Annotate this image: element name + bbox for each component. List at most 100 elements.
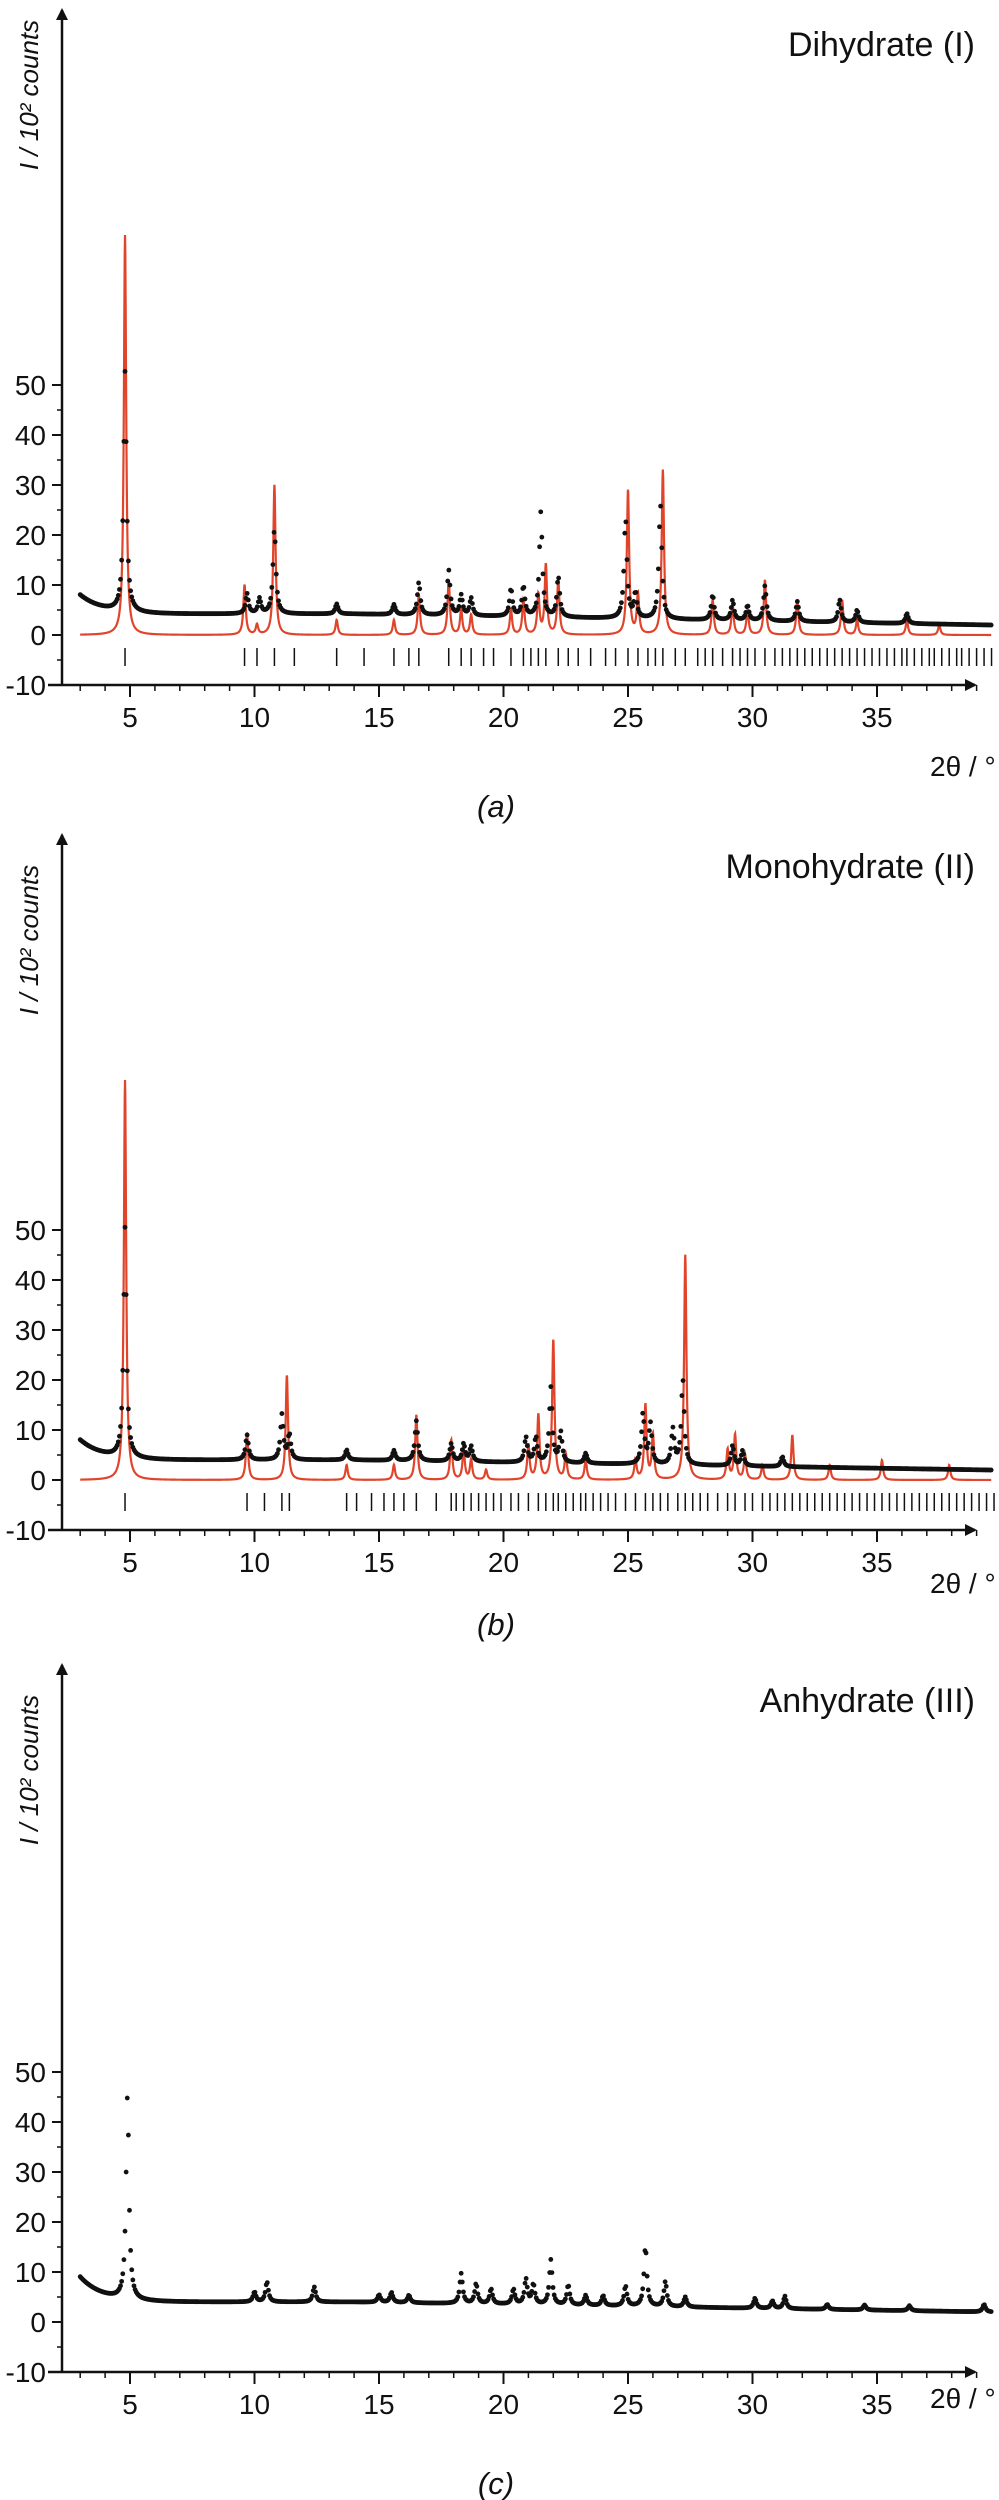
panel-b-observed-point — [242, 1447, 248, 1453]
panel-b-observed-point — [551, 1442, 557, 1448]
panel-b-observed-point — [648, 1419, 653, 1425]
panel-a-observed-point — [732, 608, 737, 614]
panel-a-observed-point — [269, 584, 275, 590]
panel-a-x-tick-label: 20 — [488, 702, 519, 733]
panel-b-observed-point — [127, 1425, 132, 1430]
panel-b-observed-point — [524, 1443, 530, 1449]
panel-c-observed-point — [266, 2287, 271, 2293]
panel-b-observed-point — [281, 1438, 287, 1443]
panel-a-observed-point — [556, 575, 562, 581]
panel-a-y-tick-label: 20 — [15, 520, 46, 551]
panel-c-observed-point — [131, 2283, 137, 2289]
panel-a-observed-point — [731, 601, 736, 607]
panel-c-observed-point — [782, 2293, 788, 2299]
panel-c-observed-point — [662, 2279, 668, 2285]
panel-c-observed-point — [661, 2288, 667, 2294]
panel-b-observed-point — [638, 1444, 643, 1449]
panel-b-observed-point — [545, 1443, 550, 1449]
panel-c-observed-point — [524, 2284, 530, 2290]
panel-a-observed-point — [128, 588, 134, 594]
panel-c-observed-point — [660, 2295, 666, 2301]
panel-b-observed-point — [128, 1435, 134, 1440]
panel-c-y-tick-label: 10 — [15, 2257, 46, 2288]
panel-c-observed-point — [475, 2291, 481, 2297]
panel-b-observed-pattern — [77, 1224, 994, 1473]
panel-a-observed-point — [654, 588, 660, 594]
panel-a-observed-point — [838, 605, 844, 611]
panel-b-observed-point — [667, 1452, 672, 1458]
panel-b-observed-point — [469, 1448, 475, 1454]
panel-b-observed-point — [277, 1439, 283, 1445]
panel-a-observed-point — [413, 601, 419, 607]
panel-a-observed-point — [267, 601, 272, 607]
panel-a-x-tick-label: 35 — [861, 702, 892, 733]
panel-b-x-tick-label: 5 — [122, 1547, 138, 1578]
panel-c-observed-point — [490, 2292, 495, 2298]
panel-a-observed-point — [445, 578, 451, 584]
panel-a-x-tick-label: 5 — [122, 702, 138, 733]
panel-a-observed-point — [662, 602, 668, 608]
panel-a-observed-point — [633, 589, 639, 595]
panel-c-observed-point — [551, 2292, 557, 2298]
panel-c-observed-point — [621, 2293, 627, 2299]
panel-b-observed-point — [636, 1451, 642, 1457]
panel-b-observed-point — [459, 1447, 465, 1453]
panel-a-observed-point — [558, 601, 564, 607]
panel-c-observed-point — [641, 2271, 647, 2277]
panel-b-observed-point — [276, 1447, 281, 1453]
panel-a-observed-point — [469, 601, 475, 606]
panel-b-observed-point — [530, 1451, 536, 1457]
panel-a-observed-point — [418, 598, 424, 604]
panel-a-observed-point — [124, 518, 130, 524]
panel-b-y-tick-label: 40 — [15, 1265, 46, 1296]
panel-b-observed-point — [245, 1440, 251, 1446]
panel-b-observed-point — [549, 1406, 555, 1411]
panel-a-observed-point — [988, 622, 994, 628]
panel-b-observed-point — [129, 1441, 135, 1446]
panel-c-observed-point — [548, 2257, 554, 2262]
panel-a-observed-point — [122, 369, 128, 374]
panel-a-observed-point — [412, 606, 418, 611]
panel-a-observed-point — [276, 598, 281, 604]
panel-b-xlabel: 2θ / ° — [930, 1568, 996, 1599]
panel-a-observed-point — [271, 529, 277, 535]
panel-a-observed-point — [712, 604, 717, 610]
panel-c-x-tick-label: 25 — [612, 2389, 643, 2420]
panel-a-observed-point — [458, 591, 464, 597]
panel-b-observed-point — [446, 1452, 452, 1458]
panel-b-y-tick-label: 20 — [15, 1365, 46, 1396]
panel-a-observed-point — [415, 592, 420, 598]
panel-b-observed-point — [533, 1434, 539, 1440]
panel-a-observed-point — [626, 596, 632, 601]
panel-a-observed-point — [727, 610, 733, 616]
panel-a-y-tick-label: 0 — [30, 620, 46, 651]
panel-c-observed-point — [550, 2285, 556, 2290]
panel-a-observed-point — [456, 604, 462, 609]
panel-b-observed-point — [462, 1443, 467, 1449]
panel-a-observed-point — [551, 606, 557, 612]
panel-c-observed-point — [474, 2283, 480, 2289]
panel-b-observed-point — [413, 1418, 419, 1424]
panel-c-observed-point — [531, 2282, 537, 2288]
panel-c-observed-point — [264, 2280, 270, 2286]
panel-b-observed-point — [416, 1443, 421, 1449]
panel-b-observed-point — [449, 1445, 455, 1451]
panel-a-observed-point — [624, 557, 630, 563]
panel-a-observed-point — [441, 606, 447, 612]
panel-a-label: (a) — [477, 789, 515, 824]
panel-c-observed-point — [601, 2293, 606, 2299]
panel-b-observed-point — [635, 1454, 641, 1460]
panel-a-observed-point — [417, 586, 423, 592]
panel-b-observed-point — [728, 1450, 734, 1456]
panel-b-observed-point — [677, 1439, 683, 1445]
panel-a-y-tick-label: 30 — [15, 470, 46, 501]
panel-b-y-tick-label: 10 — [15, 1415, 46, 1446]
panel-c-observed-point — [511, 2286, 517, 2292]
panel-a-observed-point — [660, 578, 666, 584]
panel-c-label: (c) — [478, 2466, 514, 2500]
panel-a-observed-point — [658, 503, 664, 509]
panel-c-observed-point — [125, 2132, 131, 2138]
panel-a-observed-point — [534, 592, 540, 598]
panel-b-observed-point — [534, 1444, 540, 1449]
